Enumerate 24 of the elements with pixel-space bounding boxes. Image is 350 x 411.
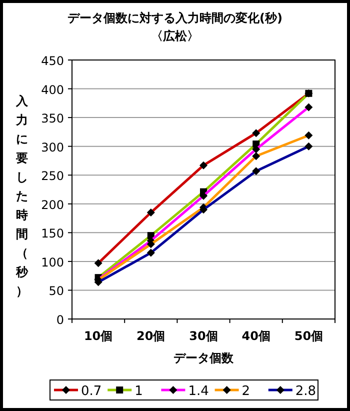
y-tick-label: 100: [41, 255, 64, 270]
y-tick-label: 150: [41, 226, 64, 241]
x-tick-label: 20個: [136, 329, 166, 343]
legend-label: 2.8: [295, 384, 316, 399]
x-tick-label: 30個: [189, 329, 218, 343]
y-tick-label: 200: [41, 198, 64, 212]
chart-title: データ個数に対する入力時間の変化(秒): [68, 11, 282, 25]
chart-subtitle: 〈広松〉: [151, 29, 199, 43]
y-tick-label: 300: [41, 140, 64, 154]
legend-label: 2: [242, 384, 250, 399]
y-tick-label: 250: [41, 169, 64, 184]
legend-label: 1: [134, 384, 143, 399]
text: 入力に要した時間（秒）: [16, 94, 28, 298]
y-tick-label: 0: [56, 313, 64, 327]
legend-label: 1.4: [188, 384, 209, 399]
legend-label: 0.7: [81, 384, 102, 399]
y-tick-label: 50: [48, 284, 64, 298]
x-tick-label: 40個: [242, 329, 270, 343]
x-tick-label: 10個: [84, 329, 113, 343]
x-tick-label: 50個: [294, 329, 324, 343]
y-tick-label: 400: [41, 82, 64, 97]
y-tick-label: 450: [41, 54, 64, 68]
y-tick-label: 350: [41, 112, 64, 126]
x-axis-title: データ個数: [174, 351, 234, 365]
